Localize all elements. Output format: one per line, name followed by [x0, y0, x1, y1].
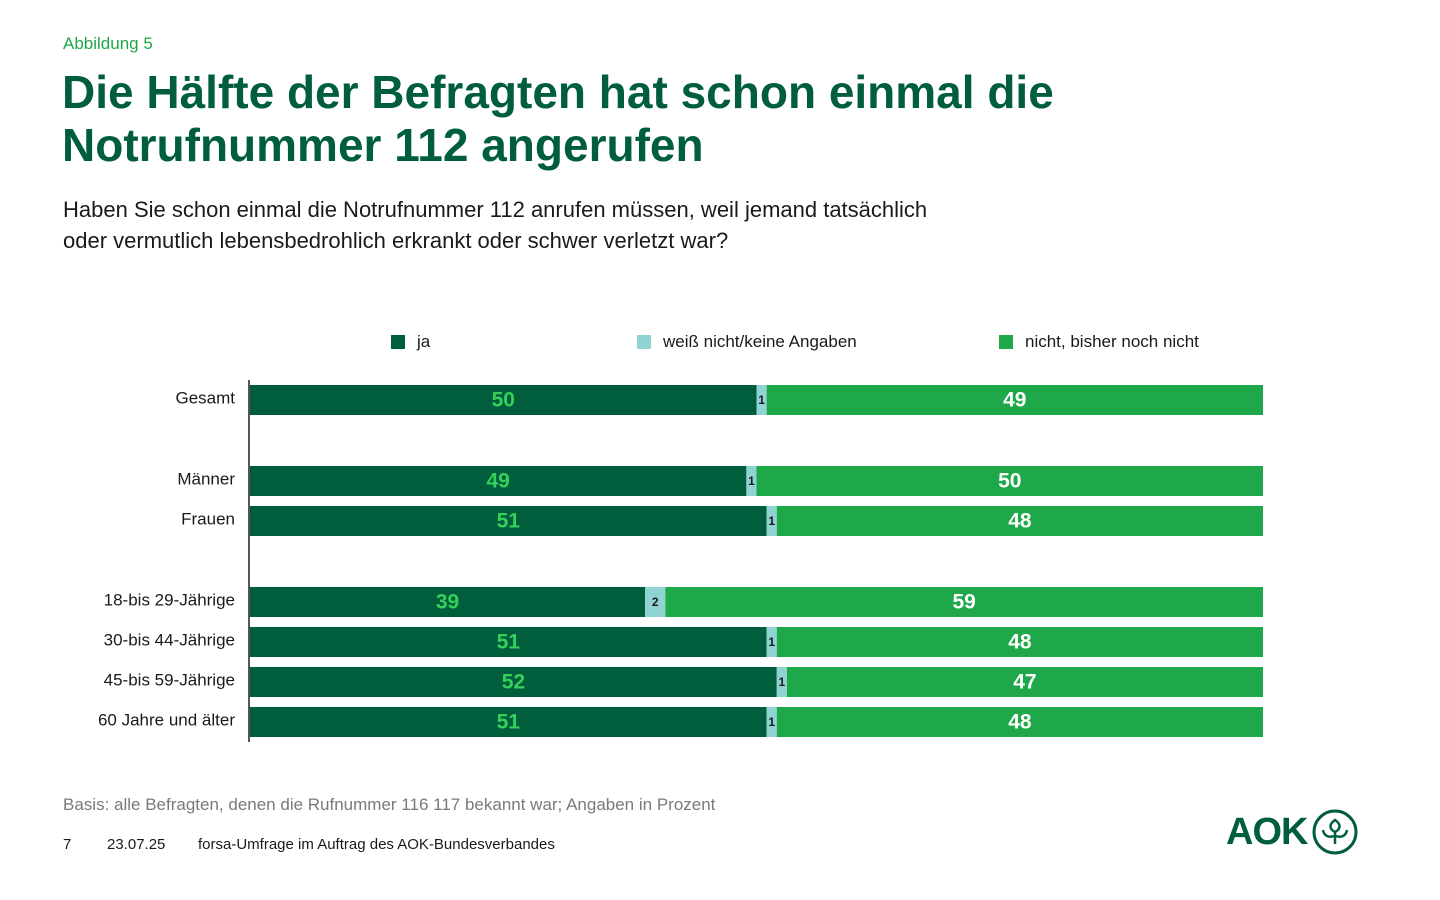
bar-nicht-row-6 — [776, 707, 1263, 737]
page-title: Die Hälfte der Befragten hat schon einma… — [62, 66, 1262, 172]
bar-nicht-row-0 — [766, 385, 1263, 415]
data-label-weiss_nicht-row-4: 1 — [768, 635, 775, 649]
question-line-2: oder vermutlich lebensbedrohlich erkrank… — [63, 228, 729, 253]
footer-source: forsa-Umfrage im Auftrag des AOK-Bundesv… — [198, 836, 555, 853]
bar-ja-row-0 — [250, 385, 757, 415]
data-label-nicht-row-5: 47 — [1013, 671, 1036, 694]
bar-weiss_nicht-row-1 — [746, 466, 757, 496]
legend-label-ja: ja — [417, 332, 431, 351]
category-label-row-3: 18-bis 29-Jährige — [104, 590, 235, 609]
survey-question: Haben Sie schon einmal die Notrufnummer … — [63, 194, 1213, 256]
bar-ja-row-1 — [250, 466, 747, 496]
footer-date: 23.07.25 — [107, 836, 166, 853]
category-label-row-2: Frauen — [181, 509, 235, 528]
bar-ja-row-3 — [250, 587, 646, 617]
data-label-ja-row-6: 51 — [497, 711, 521, 734]
bar-weiss_nicht-row-6 — [766, 707, 777, 737]
data-label-nicht-row-1: 50 — [998, 470, 1021, 493]
category-label-row-4: 30-bis 44-Jährige — [104, 630, 235, 649]
bar-nicht-row-2 — [776, 506, 1263, 536]
data-label-weiss_nicht-row-3: 2 — [652, 595, 659, 609]
data-label-weiss_nicht-row-5: 1 — [778, 675, 785, 689]
category-label-row-6: 60 Jahre und älter — [98, 710, 235, 729]
title-line-1: Die Hälfte der Befragten hat schon einma… — [62, 66, 1054, 118]
data-label-ja-row-1: 49 — [487, 470, 510, 493]
bar-nicht-row-3 — [665, 587, 1263, 617]
bar-weiss_nicht-row-4 — [766, 627, 777, 657]
data-label-nicht-row-3: 59 — [952, 591, 975, 614]
data-label-nicht-row-4: 48 — [1008, 631, 1032, 654]
data-label-ja-row-0: 50 — [492, 389, 515, 412]
chart-legend: ja weiß nicht/keine Angaben nicht, bishe… — [0, 332, 1440, 356]
data-label-ja-row-3: 39 — [436, 591, 459, 614]
data-label-ja-row-4: 51 — [497, 631, 521, 654]
data-label-ja-row-2: 51 — [497, 510, 521, 533]
footer-page-number: 7 — [63, 836, 72, 853]
stacked-bar-chart: Gesamt 50 1 49 Männer 49 1 50 Frauen 51 1 48 18-bis … — [98, 380, 1263, 742]
title-line-2: Notrufnummer 112 angerufen — [62, 119, 704, 171]
data-label-weiss_nicht-row-2: 1 — [768, 514, 775, 528]
bar-ja-row-2 — [250, 506, 767, 536]
bar-weiss_nicht-row-5 — [776, 667, 787, 697]
bar-ja-row-5 — [250, 667, 777, 697]
bar-weiss_nicht-row-3 — [645, 587, 666, 617]
category-label-row-0: Gesamt — [175, 388, 235, 407]
bar-weiss_nicht-row-0 — [756, 385, 767, 415]
question-line-1: Haben Sie schon einmal die Notrufnummer … — [63, 197, 928, 222]
aok-tree-icon — [1312, 809, 1358, 855]
data-label-nicht-row-2: 48 — [1008, 510, 1032, 533]
legend-item-nicht: nicht, bisher noch nicht — [999, 332, 1199, 352]
data-label-nicht-row-0: 49 — [1003, 389, 1026, 412]
data-label-weiss_nicht-row-1: 1 — [748, 474, 755, 488]
bar-ja-row-6 — [250, 707, 767, 737]
data-label-nicht-row-6: 48 — [1008, 711, 1032, 734]
aok-logo: AOK — [1226, 808, 1359, 856]
bar-nicht-row-1 — [756, 466, 1263, 496]
basis-note: Basis: alle Befragten, denen die Rufnumm… — [63, 795, 716, 814]
category-label-row-5: 45-bis 59-Jährige — [104, 670, 235, 689]
legend-item-weiss-nicht: weiß nicht/keine Angaben — [637, 332, 857, 352]
legend-label-nicht: nicht, bisher noch nicht — [1025, 332, 1199, 351]
figure-label: Abbildung 5 — [63, 34, 153, 53]
bar-nicht-row-5 — [786, 667, 1263, 697]
bar-ja-row-4 — [250, 627, 767, 657]
logo-text: AOK — [1226, 810, 1308, 853]
data-label-weiss_nicht-row-6: 1 — [768, 715, 775, 729]
legend-swatch-weiss-nicht — [637, 335, 651, 349]
legend-swatch-ja — [391, 335, 405, 349]
bar-weiss_nicht-row-2 — [766, 506, 777, 536]
bar-nicht-row-4 — [776, 627, 1263, 657]
data-label-ja-row-5: 52 — [502, 671, 525, 694]
legend-swatch-nicht — [999, 335, 1013, 349]
category-label-row-1: Männer — [177, 469, 235, 488]
data-label-weiss_nicht-row-0: 1 — [758, 393, 765, 407]
legend-label-weiss-nicht: weiß nicht/keine Angaben — [663, 332, 857, 351]
legend-item-ja: ja — [391, 332, 430, 352]
